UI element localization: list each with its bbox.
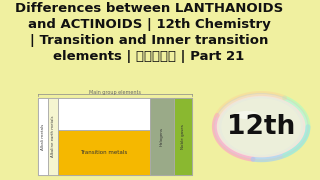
Bar	[149, 98, 174, 175]
Bar	[174, 98, 192, 175]
Text: Halogens: Halogens	[160, 127, 164, 146]
Text: Alkali metals: Alkali metals	[41, 123, 45, 150]
Text: Alkaline earth metals: Alkaline earth metals	[52, 116, 55, 157]
Bar	[58, 98, 149, 130]
Ellipse shape	[214, 93, 308, 160]
Bar	[48, 98, 58, 175]
Text: Noble gases: Noble gases	[181, 124, 185, 149]
Text: Main group elements: Main group elements	[89, 90, 141, 95]
Ellipse shape	[217, 95, 306, 158]
Bar	[38, 98, 192, 175]
Bar	[38, 98, 48, 175]
Bar	[58, 130, 149, 175]
Ellipse shape	[221, 98, 301, 155]
Text: Transition metals: Transition metals	[80, 150, 128, 155]
Text: 12th: 12th	[227, 114, 295, 140]
Text: Differences between LANTHANOIDS
and ACTINOIDS | 12th Chemistry
| Transition and : Differences between LANTHANOIDS and ACTI…	[15, 3, 283, 63]
Ellipse shape	[219, 97, 303, 156]
Ellipse shape	[236, 111, 259, 119]
